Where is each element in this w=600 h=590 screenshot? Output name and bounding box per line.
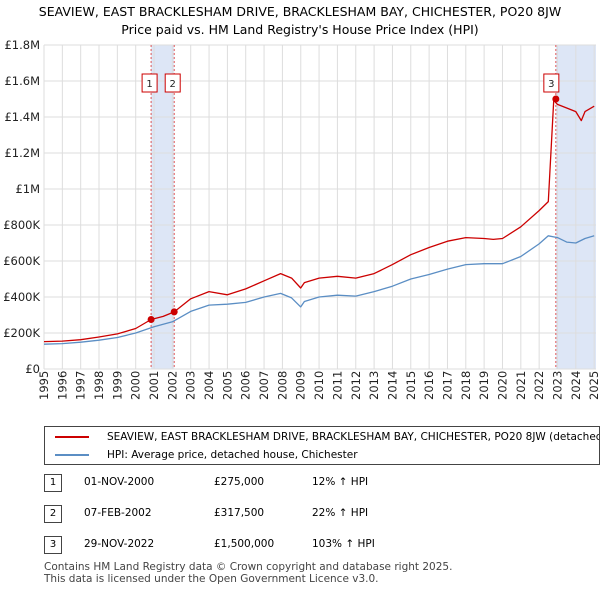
legend: SEAVIEW, EAST BRACKLESHAM DRIVE, BRACKLE…: [44, 426, 600, 465]
x-tick-label: 2020: [495, 371, 509, 400]
transaction-date: 29-NOV-2022: [84, 538, 155, 550]
x-tick-label: 1997: [74, 371, 88, 400]
x-tick-label: 2017: [440, 371, 454, 400]
sale-shaded-region: [151, 45, 175, 369]
sale-label: 1: [146, 79, 152, 90]
y-tick-label: £600K: [3, 254, 40, 268]
sale-label: 2: [170, 79, 176, 90]
transaction-date: 01-NOV-2000: [84, 476, 155, 488]
x-tick-label: 2005: [220, 371, 234, 400]
transaction-row: 3 29-NOV-2022 £1,500,000 103% ↑ HPI: [44, 536, 564, 554]
sale-label-box: [141, 73, 158, 93]
y-tick-label: £0: [25, 362, 40, 376]
transaction-price: £1,500,000: [214, 538, 275, 550]
transaction-date: 07-FEB-2002: [84, 507, 152, 519]
x-tick-label: 2010: [312, 371, 326, 400]
transaction-hpi: 12% ↑ HPI: [312, 476, 369, 488]
x-tick-label: 2015: [404, 371, 418, 400]
y-tick-label: £800K: [3, 218, 40, 232]
x-tick-label: 1999: [110, 371, 124, 400]
x-tick-label: 1995: [37, 371, 51, 400]
x-tick-label: 2008: [275, 371, 289, 400]
footer-copyright: Contains HM Land Registry data © Crown c…: [44, 561, 453, 573]
legend-swatch-hpi: [55, 454, 89, 456]
x-tick-label: 2007: [257, 371, 271, 400]
x-tick-label: 2021: [514, 371, 528, 400]
x-tick-label: 2013: [367, 371, 381, 400]
chart-title: SEAVIEW, EAST BRACKLESHAM DRIVE, BRACKLE…: [38, 4, 562, 19]
y-tick-label: £1.8M: [4, 38, 40, 52]
x-tick-label: 2019: [477, 371, 491, 400]
legend-swatch-property: [55, 436, 89, 438]
chart-subtitle: Price paid vs. HM Land Registry's House …: [121, 22, 479, 37]
transaction-hpi: 22% ↑ HPI: [312, 507, 369, 519]
price-chart: 1995 1996 1997 1998 1999 2000 2001 2002 2003 2004…: [3, 38, 600, 400]
x-tick-label: 2022: [532, 371, 546, 400]
x-tick-label: 2018: [459, 371, 473, 400]
transaction-price: £317,500: [214, 507, 265, 519]
transaction-number: 2: [44, 505, 62, 523]
x-tick-label: 1996: [55, 371, 69, 400]
transaction-row: 1 01-NOV-2000 £275,000 12% ↑ HPI: [44, 474, 564, 492]
y-tick-label: £200K: [3, 326, 40, 340]
sale-point: [147, 316, 155, 323]
footer-licence: This data is licensed under the Open Gov…: [44, 573, 379, 585]
x-tick-label: 2001: [147, 371, 161, 400]
legend-item-property: SEAVIEW, EAST BRACKLESHAM DRIVE, BRACKLE…: [55, 428, 600, 446]
x-tick-label: 1998: [92, 371, 106, 400]
transaction-row: 2 07-FEB-2002 £317,500 22% ↑ HPI: [44, 505, 564, 523]
y-tick-label: £1M: [15, 182, 40, 196]
y-tick-label: £1.2M: [4, 146, 40, 160]
x-tick-label: 2016: [422, 371, 436, 400]
transaction-number: 1: [44, 474, 62, 492]
sale-label-box: [164, 73, 181, 93]
y-tick-label: £1.4M: [4, 110, 40, 124]
x-tick-label: 2009: [294, 371, 308, 400]
legend-label-property: SEAVIEW, EAST BRACKLESHAM DRIVE, BRACKLE…: [107, 431, 600, 443]
sale-point: [170, 308, 178, 316]
x-tick-label: 2006: [239, 371, 253, 400]
x-tick-label: 2011: [330, 371, 344, 400]
sale-point: [552, 95, 560, 103]
plot-background: [44, 45, 596, 369]
x-tick-label: 2024: [569, 371, 583, 400]
x-tick-label: 2003: [184, 371, 198, 400]
transaction-number: 3: [44, 536, 62, 554]
y-tick-label: £1.6M: [4, 74, 40, 88]
x-tick-label: 2014: [385, 371, 399, 400]
sale-label-box: [543, 73, 560, 93]
y-tick-label: £400K: [3, 290, 40, 304]
transaction-price: £275,000: [214, 476, 265, 488]
x-tick-label: 2004: [202, 371, 216, 400]
series-line: [43, 235, 595, 345]
legend-item-hpi: HPI: Average price, detached house, Chic…: [55, 446, 358, 464]
x-tick-label: 2012: [349, 371, 363, 400]
transaction-hpi: 103% ↑ HPI: [312, 538, 375, 550]
x-tick-label: 2025: [587, 371, 600, 400]
sale-label: 3: [548, 79, 554, 90]
x-tick-label: 2023: [550, 371, 564, 400]
legend-label-hpi: HPI: Average price, detached house, Chic…: [107, 449, 358, 461]
x-tick-label: 2002: [165, 371, 179, 400]
x-tick-label: 2000: [129, 371, 143, 400]
